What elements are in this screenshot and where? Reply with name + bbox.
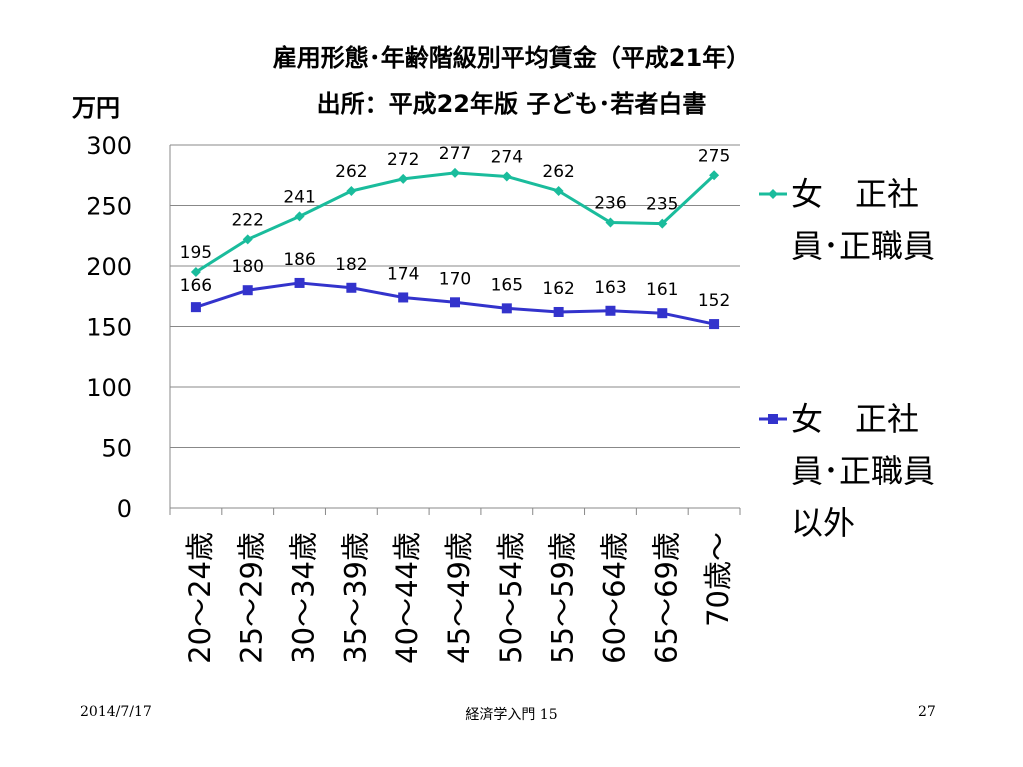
data-point-marker — [450, 167, 460, 178]
legend-label-regular: 女 正社 員･正職員 — [791, 175, 936, 265]
x-category-label: 40～44歳 — [390, 532, 424, 664]
data-point-marker — [657, 218, 668, 229]
data-point-marker — [398, 292, 409, 303]
data-point-marker — [605, 217, 616, 228]
data-label: 262 — [335, 162, 367, 182]
data-label: 174 — [387, 264, 419, 284]
data-label: 274 — [491, 147, 523, 167]
x-category-label: 25～29歳 — [235, 532, 269, 664]
data-label: 152 — [698, 291, 730, 311]
footer-course-title: 経済学入門 15 — [465, 707, 558, 723]
footer-date: 2014/7/17 — [80, 704, 152, 720]
y-tick-label: 300 — [86, 132, 132, 160]
y-axis-unit-label: 万円 — [72, 94, 120, 122]
y-tick-label: 100 — [86, 374, 132, 402]
data-point-marker — [346, 282, 357, 293]
x-category-label: 60～64歳 — [597, 532, 631, 664]
data-label: 272 — [387, 150, 419, 170]
x-category-label: 35～39歳 — [338, 532, 372, 664]
legend-swatch-nonregular — [759, 414, 787, 424]
data-point-marker — [605, 305, 616, 316]
data-point-marker — [242, 285, 253, 296]
data-label: 165 — [491, 275, 523, 295]
data-label: 166 — [180, 276, 212, 296]
chart-title: 雇用形態･年齢階級別平均賃金（平成21年） — [272, 44, 751, 72]
line-chart: 0 50 100 150 200 250 300 万円 20～24歳 25～29歳 30～34歳 35… — [72, 94, 741, 664]
data-point-marker — [450, 297, 460, 308]
data-point-marker — [242, 234, 253, 245]
data-label: 241 — [283, 187, 315, 207]
data-label: 195 — [180, 243, 212, 263]
data-label: 180 — [232, 257, 264, 277]
x-category-label: 45～49歳 — [442, 532, 476, 664]
data-point-marker — [501, 171, 512, 182]
data-label: 236 — [594, 193, 626, 213]
data-point-marker — [294, 211, 305, 222]
data-point-marker — [709, 319, 720, 330]
x-category-label: 20～24歳 — [183, 532, 217, 664]
data-point-marker — [190, 267, 201, 278]
data-label: 182 — [335, 255, 367, 275]
footer-page-number: 27 — [918, 704, 936, 720]
y-tick-label: 0 — [117, 495, 132, 523]
data-point-marker — [709, 170, 720, 181]
legend-label-nonregular: 女 正社 員･正職員 以外 — [791, 400, 936, 542]
y-tick-label: 50 — [101, 435, 132, 463]
data-label: 186 — [283, 250, 315, 270]
data-point-marker — [294, 277, 305, 288]
data-label: 275 — [698, 146, 730, 166]
chart-source: 出所：平成22年版 子ども･若者白書 — [316, 90, 707, 118]
data-point-marker — [398, 173, 409, 184]
data-label: 161 — [646, 280, 678, 300]
data-label: 235 — [646, 195, 678, 215]
data-label: 170 — [439, 269, 471, 289]
data-point-marker — [553, 185, 564, 196]
data-point-marker — [501, 303, 512, 314]
y-tick-label: 150 — [86, 314, 132, 342]
data-label: 262 — [542, 162, 574, 182]
data-label: 277 — [439, 144, 471, 164]
data-point-marker — [190, 302, 201, 313]
x-category-label: 65～69歳 — [649, 532, 683, 664]
y-tick-label: 200 — [86, 253, 132, 281]
data-label: 163 — [594, 278, 626, 298]
legend-swatch-regular — [759, 189, 787, 199]
data-label: 162 — [542, 279, 574, 299]
x-category-label: 50～54歳 — [494, 532, 528, 664]
x-category-label: 70歳～ — [701, 532, 735, 627]
x-category-label: 30～34歳 — [287, 532, 321, 664]
y-tick-label: 250 — [86, 193, 132, 221]
data-point-marker — [553, 306, 564, 317]
data-point-marker — [346, 185, 357, 196]
series-line-0 — [195, 171, 716, 274]
data-point-marker — [657, 308, 668, 319]
data-label: 222 — [232, 210, 264, 230]
x-category-label: 55～59歳 — [546, 532, 580, 664]
